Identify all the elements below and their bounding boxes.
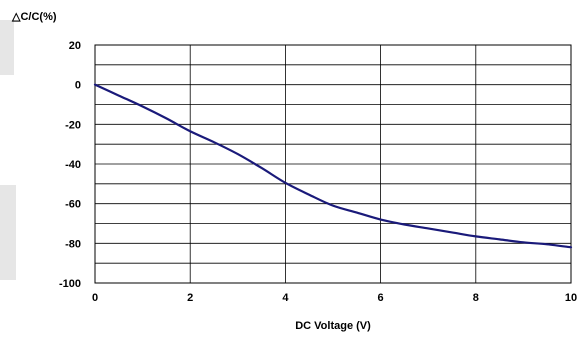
x-tick-label: 4 xyxy=(282,292,289,304)
y-tick-label: 0 xyxy=(75,80,81,92)
y-tick-label: 20 xyxy=(69,40,81,52)
y-tick-label: -80 xyxy=(65,238,81,250)
y-axis-title: △C/C(%) xyxy=(11,11,57,23)
y-tick-label: -20 xyxy=(65,119,81,131)
series-line xyxy=(93,83,573,249)
scan-artifact xyxy=(0,185,16,280)
y-tick-label: -100 xyxy=(59,278,81,290)
x-tick-label: 10 xyxy=(565,292,577,304)
scan-artifact xyxy=(0,20,14,75)
y-tick-labels: 20 0 -20 -40 -60 -80 -100 xyxy=(59,40,81,290)
x-tick-label: 0 xyxy=(92,292,98,304)
x-tick-label: 2 xyxy=(187,292,193,304)
x-tick-label: 8 xyxy=(473,292,479,304)
y-tick-label: -60 xyxy=(65,199,81,211)
series-layer xyxy=(93,83,573,249)
y-tick-label: -40 xyxy=(65,159,81,171)
x-axis-title: DC Voltage (V) xyxy=(295,320,371,332)
x-tick-label: 6 xyxy=(378,292,384,304)
grid xyxy=(95,45,571,283)
x-tick-labels: 0 2 4 6 8 10 xyxy=(92,292,577,304)
